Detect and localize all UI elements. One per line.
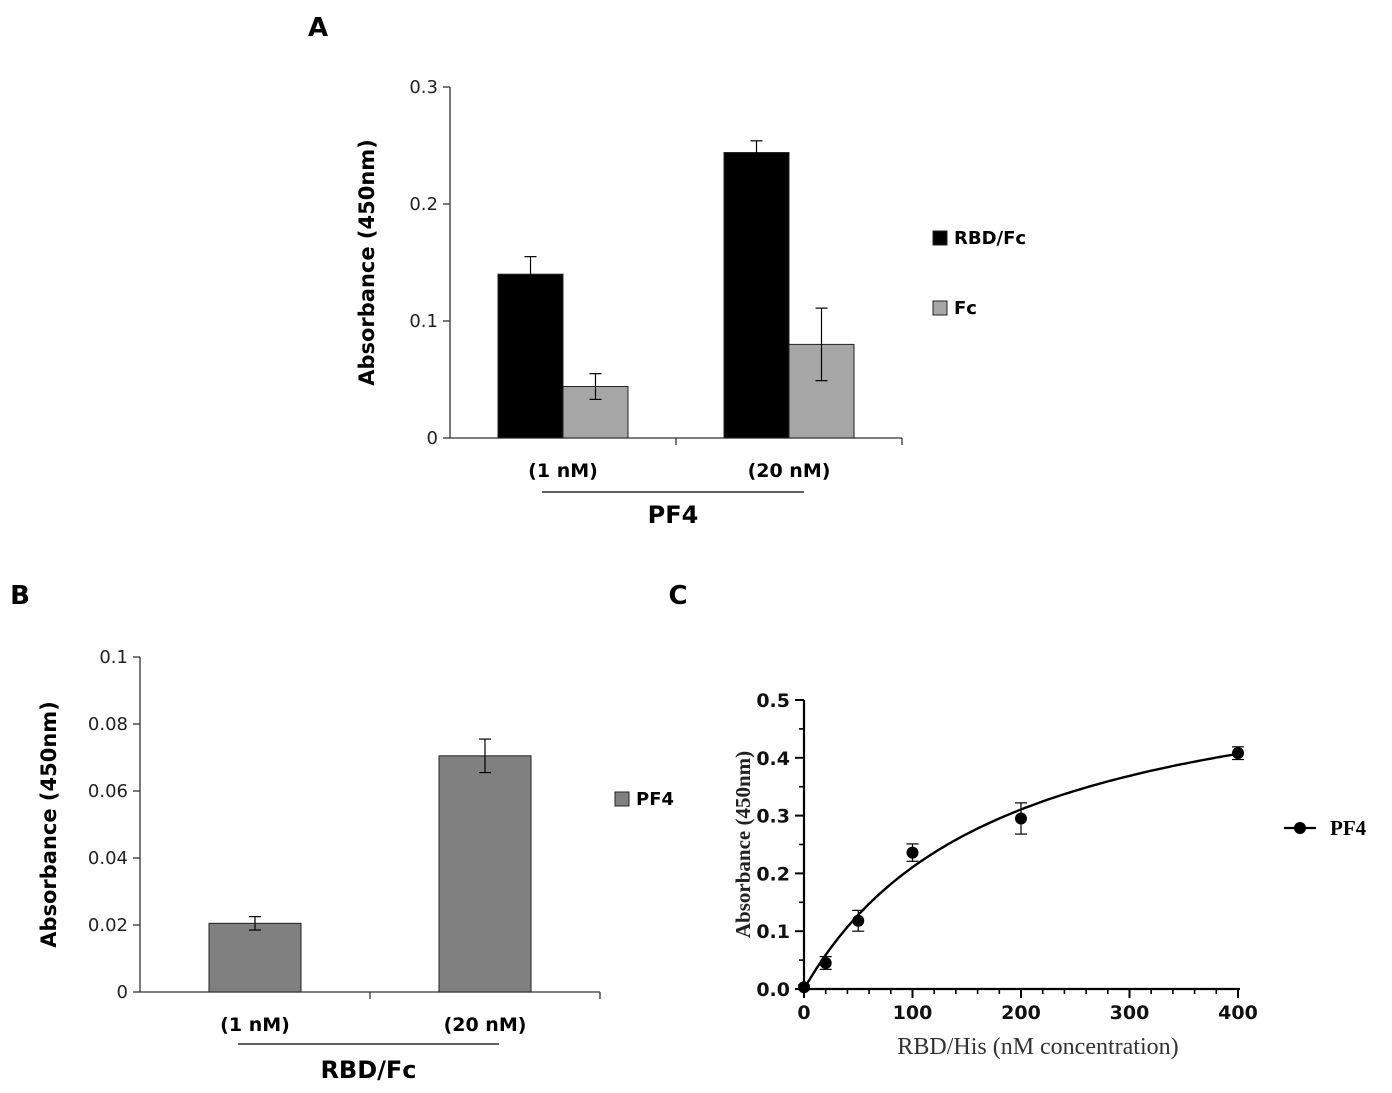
panel-a: A 0 0.1 0.2 0.3 Absorbance (450nm) (1 nM) (20 n… — [308, 13, 1026, 529]
x-tick-label: 200 — [1001, 1002, 1041, 1024]
x-axis-title: RBD/His (nM concentration) — [897, 1034, 1178, 1060]
x-tick-label: 400 — [1218, 1002, 1258, 1024]
panel-label: B — [10, 581, 30, 611]
y-tick-label: 0 — [427, 428, 438, 449]
y-tick-label: 0.02 — [88, 915, 128, 936]
y-tick-label: 0.1 — [756, 921, 790, 943]
legend-marker — [1294, 822, 1306, 834]
y-axis-title: Absorbance (450nm) — [731, 751, 755, 938]
legend-swatch — [932, 230, 948, 246]
panel-b: B 0 0.02 0.04 0.06 0.08 0.1 Absorbance (450nm) (… — [10, 581, 674, 1084]
legend-swatch — [614, 791, 630, 807]
data-point — [819, 956, 832, 969]
y-axis-title: Absorbance (450nm) — [355, 139, 379, 386]
group-label: RBD/Fc — [320, 1056, 416, 1084]
error-bar — [524, 256, 537, 293]
data-point — [1232, 747, 1244, 760]
error-bar — [815, 307, 828, 382]
bar-rbd-fc-1 — [497, 273, 564, 439]
legend-label: PF4 — [636, 789, 674, 810]
y-tick-label: 0.5 — [756, 690, 790, 712]
fit-curve — [802, 752, 1239, 990]
panel-label: C — [668, 581, 687, 611]
legend-swatch — [932, 300, 948, 316]
y-tick-label: 0.08 — [88, 714, 128, 735]
bar-pf4-1 — [208, 922, 302, 993]
x-category-label: (1 nM) — [528, 460, 598, 482]
legend-label: Fc — [954, 298, 977, 319]
legend-label: RBD/Fc — [954, 228, 1026, 249]
y-axis-title: Absorbance (450nm) — [37, 701, 61, 948]
x-tick-label: 0 — [797, 1002, 810, 1024]
panel-c: C 0.0 0.1 0.2 0.3 0.4 0.5 0 100 200 300 400 RBD/His … — [668, 581, 1366, 1060]
data-point — [1015, 812, 1027, 825]
group-label: PF4 — [648, 501, 699, 529]
y-tick-label: 0.3 — [409, 77, 438, 98]
bar-rbd-fc-2 — [723, 152, 790, 439]
y-tick-label: 0.0 — [756, 979, 790, 1001]
data-point — [852, 914, 865, 927]
x-category-label: (20 nM) — [444, 1014, 527, 1036]
data-point — [798, 981, 810, 994]
y-tick-label: 0.2 — [756, 863, 790, 885]
y-tick-label: 0.2 — [409, 194, 438, 215]
x-tick-label: 100 — [893, 1002, 933, 1024]
y-tick-label: 0.1 — [99, 647, 128, 668]
y-tick-label: 0.06 — [88, 781, 128, 802]
x-category-label: (1 nM) — [220, 1014, 290, 1036]
y-tick-label: 0 — [117, 982, 128, 1003]
panel-label: A — [308, 13, 328, 43]
y-tick-label: 0.3 — [756, 806, 790, 828]
y-tick-label: 0.4 — [756, 748, 790, 770]
y-tick-label: 0.04 — [88, 848, 128, 869]
x-tick-label: 300 — [1110, 1002, 1150, 1024]
legend-label: PF4 — [1330, 816, 1367, 840]
error-bar — [589, 373, 602, 400]
y-tick-label: 0.1 — [409, 311, 438, 332]
error-bar — [249, 916, 261, 931]
bar-pf4-2 — [438, 755, 532, 993]
data-point — [906, 846, 919, 859]
x-category-label: (20 nM) — [748, 460, 831, 482]
error-bar — [750, 140, 763, 165]
error-bar — [479, 738, 491, 774]
